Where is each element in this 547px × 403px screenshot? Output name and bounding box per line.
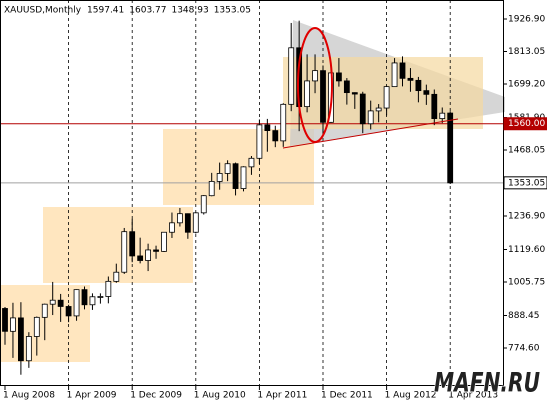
chart-title: XAUUSD,Monthly bbox=[4, 6, 82, 16]
candle-body bbox=[351, 92, 358, 95]
candle-body bbox=[97, 296, 104, 298]
candle-body bbox=[2, 308, 8, 332]
axes: 1926.901813.051699.201581.901468.051236.… bbox=[3, 14, 547, 401]
candle-body bbox=[81, 289, 88, 306]
candle-body bbox=[431, 93, 438, 120]
candle-body bbox=[208, 181, 215, 197]
y-tick-label: 1813.05 bbox=[508, 47, 545, 57]
candle-body bbox=[65, 306, 72, 317]
candle-body bbox=[248, 157, 255, 168]
y-tick-label: 1005.75 bbox=[508, 277, 545, 287]
candle-body bbox=[137, 255, 144, 261]
header-value: 1603.77 bbox=[129, 6, 166, 16]
candle-body bbox=[399, 62, 406, 79]
candle-body bbox=[129, 231, 136, 257]
zone bbox=[163, 129, 314, 205]
candle-body bbox=[320, 70, 326, 123]
watermark: MAFN.RU bbox=[434, 368, 540, 399]
header-value: 1353.05 bbox=[214, 6, 251, 16]
candle-body bbox=[161, 231, 167, 252]
price-level-box bbox=[503, 117, 547, 131]
candle-body bbox=[121, 231, 128, 273]
candle-body bbox=[216, 173, 223, 182]
x-tick-label: 1 Dec 2011 bbox=[321, 391, 373, 401]
candle-body bbox=[447, 112, 454, 184]
candle-body bbox=[105, 280, 112, 297]
candle-body bbox=[49, 299, 56, 305]
header-values: 1597.41 1603.77 1348.93 1353.05 bbox=[87, 6, 251, 16]
levels bbox=[0, 123, 503, 184]
candle-body bbox=[343, 80, 350, 94]
candle-body bbox=[184, 213, 191, 233]
y-tick-label: 774.60 bbox=[508, 343, 540, 353]
candle-body bbox=[57, 299, 64, 307]
candle-body bbox=[407, 77, 414, 81]
x-tick-label: 1 Aug 2012 bbox=[385, 391, 437, 401]
candle-body bbox=[89, 296, 96, 306]
x-tick-label: 1 Aug 2010 bbox=[194, 391, 246, 401]
y-tick-label: 888.45 bbox=[508, 311, 540, 321]
trend-line bbox=[282, 118, 459, 149]
candle-body bbox=[176, 213, 183, 224]
candle-body bbox=[240, 166, 247, 189]
y-tick-label: 1468.05 bbox=[508, 145, 545, 155]
candle-body bbox=[391, 62, 398, 88]
candle-body bbox=[232, 163, 239, 189]
x-tick-label: 1 Aug 2008 bbox=[3, 391, 55, 401]
candle-body bbox=[280, 103, 287, 142]
candle-body bbox=[73, 289, 80, 317]
candle-body bbox=[304, 80, 311, 108]
highlight-ellipse bbox=[297, 27, 333, 143]
candle-body bbox=[113, 271, 120, 282]
candle-body bbox=[312, 70, 318, 82]
y-tick-label: 1119.60 bbox=[508, 245, 545, 255]
x-tick-label: 1 Dec 2009 bbox=[130, 391, 182, 401]
candle-body bbox=[423, 90, 430, 95]
candle-body bbox=[33, 316, 40, 337]
zone bbox=[43, 207, 193, 283]
candle-body bbox=[335, 72, 342, 82]
candle-body bbox=[200, 195, 207, 214]
header-value: 1597.41 bbox=[87, 6, 124, 16]
y-tick-label: 1699.20 bbox=[508, 80, 545, 90]
candle-body bbox=[192, 212, 199, 233]
price-level-label: 1560.00 bbox=[508, 119, 545, 129]
x-tick-label: 1 Apr 2009 bbox=[67, 391, 117, 401]
y-tick-label: 1236.90 bbox=[508, 211, 545, 221]
candle-body bbox=[256, 124, 263, 159]
candle-body bbox=[145, 249, 152, 261]
x-tick-label: 1 Apr 2011 bbox=[257, 391, 307, 401]
candle-body bbox=[264, 124, 271, 131]
candle-body bbox=[272, 130, 279, 142]
candle-body bbox=[439, 112, 446, 120]
candle-body bbox=[10, 317, 16, 332]
candle-body bbox=[41, 303, 48, 318]
candle-body bbox=[17, 317, 24, 362]
price-level-box bbox=[503, 176, 547, 190]
candle-body bbox=[375, 107, 382, 112]
candle-body bbox=[224, 163, 231, 174]
candle-body bbox=[169, 222, 175, 233]
candle-body bbox=[367, 110, 374, 125]
x-tick-label: 1 Apr 2013 bbox=[448, 391, 498, 401]
candle-body bbox=[415, 79, 422, 92]
candles bbox=[2, 20, 454, 375]
header-value: 1348.93 bbox=[171, 6, 208, 16]
y-tick-label: 1926.90 bbox=[508, 14, 545, 24]
plot-frame bbox=[0, 0, 504, 386]
candle-body bbox=[359, 93, 366, 125]
price-level-label: 1353.05 bbox=[508, 178, 545, 188]
candle-body bbox=[25, 336, 32, 362]
candle-body bbox=[153, 249, 159, 252]
candle-body bbox=[288, 47, 295, 105]
candle-body bbox=[383, 86, 390, 109]
